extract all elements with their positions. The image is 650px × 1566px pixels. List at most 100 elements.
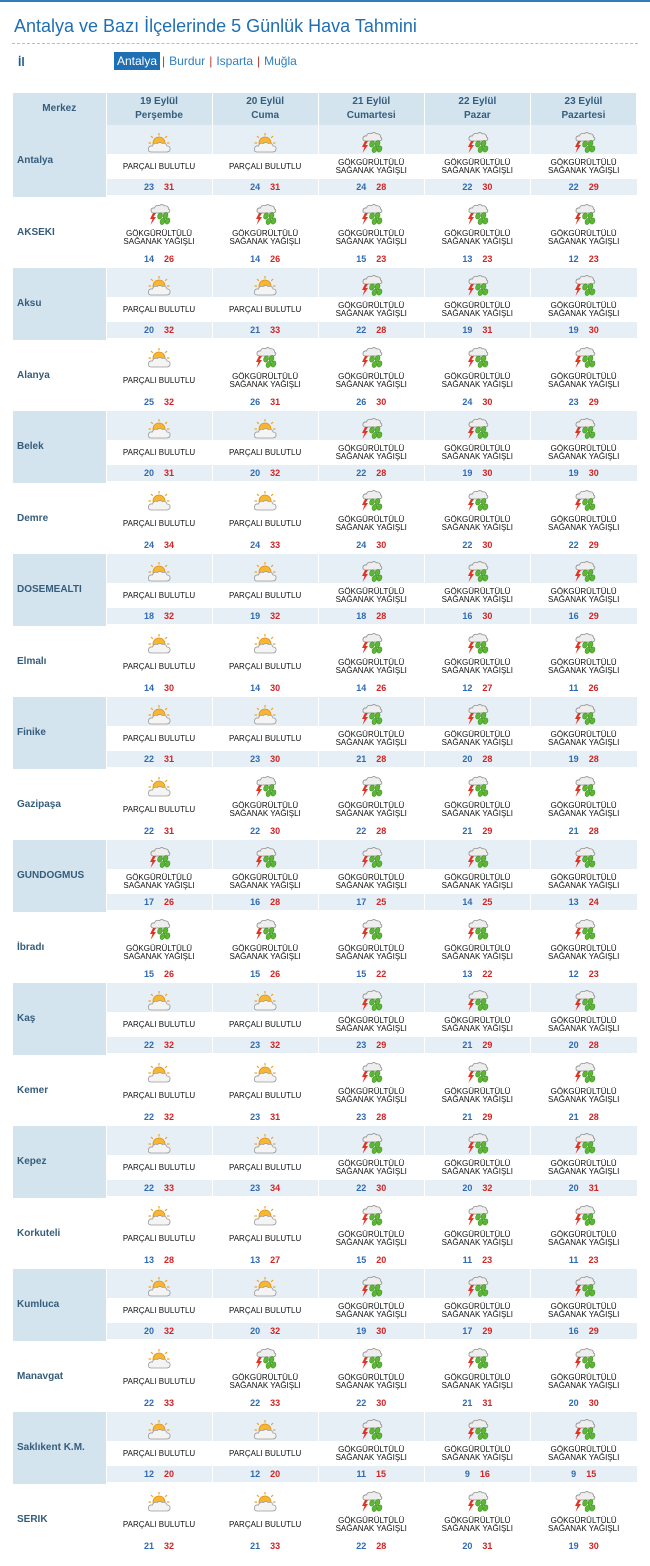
temp-min: 11 bbox=[462, 1254, 473, 1265]
temp-max: 22 bbox=[482, 968, 493, 979]
condition-text: GÖKGÜRÜLTÜLÜ SAĞANAK YAĞIŞLI bbox=[530, 1012, 637, 1037]
city-name: Kumluca bbox=[13, 1269, 107, 1341]
forecast-cell: PARÇALI BULUTLU 23 34 bbox=[211, 1126, 319, 1198]
forecast-cell-content: GÖKGÜRÜLTÜLÜ SAĞANAK YAĞIŞLI 13 23 bbox=[424, 196, 530, 269]
forecast-cell-content: GÖKGÜRÜLTÜLÜ SAĞANAK YAĞIŞLI 12 23 bbox=[530, 196, 637, 269]
condition-text: GÖKGÜRÜLTÜLÜ SAĞANAK YAĞIŞLI bbox=[424, 368, 530, 394]
temp-min: 17 bbox=[462, 1326, 473, 1336]
temperature-range: 20 31 bbox=[424, 1537, 530, 1554]
temp-max: 34 bbox=[164, 539, 175, 550]
condition-text: GÖKGÜRÜLTÜLÜ SAĞANAK YAĞIŞLI bbox=[424, 1226, 530, 1252]
thunderstorm-rain-icon bbox=[424, 554, 530, 583]
table-row: Korkuteli PARÇALI BULUTLU 13 28 PARÇALI BULU… bbox=[13, 1197, 637, 1270]
forecast-cell: GÖKGÜRÜLTÜLÜ SAĞANAK YAĞIŞLI 11 26 bbox=[529, 625, 637, 697]
condition-text: GÖKGÜRÜLTÜLÜ SAĞANAK YAĞIŞLI bbox=[530, 654, 637, 680]
temp-max: 30 bbox=[482, 182, 493, 192]
forecast-cell-content: GÖKGÜRÜLTÜLÜ SAĞANAK YAĞIŞLI 24 30 bbox=[318, 482, 424, 555]
temp-min: 11 bbox=[568, 682, 579, 693]
forecast-cell-content: PARÇALI BULUTLU 21 33 bbox=[212, 268, 318, 340]
forecast-cell-content: PARÇALI BULUTLU 20 32 bbox=[212, 411, 318, 483]
partly-cloudy-icon bbox=[106, 625, 212, 655]
forecast-cell-content: PARÇALI BULUTLU 22 31 bbox=[106, 697, 212, 769]
forecast-cell: GÖKGÜRÜLTÜLÜ SAĞANAK YAĞIŞLI 20 32 bbox=[423, 1126, 531, 1198]
temp-max: 30 bbox=[376, 1326, 387, 1336]
temp-min: 22 bbox=[356, 1540, 367, 1551]
header-date: 22 Eylül bbox=[458, 96, 497, 107]
condition-text: GÖKGÜRÜLTÜLÜ SAĞANAK YAĞIŞLI bbox=[106, 940, 212, 966]
temp-min: 13 bbox=[144, 1254, 155, 1265]
condition-text: PARÇALI BULUTLU bbox=[106, 1441, 212, 1466]
temp-max: 29 bbox=[482, 825, 493, 836]
forecast-cell: GÖKGÜRÜLTÜLÜ SAĞANAK YAĞIŞLI 15 20 bbox=[317, 1197, 425, 1269]
forecast-cell: GÖKGÜRÜLTÜLÜ SAĞANAK YAĞIŞLI 20 30 bbox=[529, 1340, 637, 1412]
temperature-range: 13 23 bbox=[424, 250, 530, 267]
forecast-cell: GÖKGÜRÜLTÜLÜ SAĞANAK YAĞIŞLI 22 30 bbox=[317, 1340, 425, 1412]
forecast-cell-content: PARÇALI BULUTLU 12 20 bbox=[106, 1412, 212, 1484]
table-row: Kumluca PARÇALI BULUTLU 20 32 PARÇALI BULUTL… bbox=[13, 1269, 637, 1341]
thunderstorm-rain-icon bbox=[530, 911, 637, 941]
header-date: 20 Eylül bbox=[246, 96, 285, 107]
condition-text: GÖKGÜRÜLTÜLÜ SAĞANAK YAĞIŞLI bbox=[212, 869, 318, 894]
temp-max: 26 bbox=[164, 968, 175, 979]
partly-cloudy-icon bbox=[106, 768, 212, 798]
forecast-cell: PARÇALI BULUTLU 23 31 bbox=[105, 125, 213, 197]
temperature-range: 15 22 bbox=[318, 965, 424, 982]
temp-max: 23 bbox=[588, 253, 599, 264]
forecast-cell-content: PARÇALI BULUTLU 18 32 bbox=[106, 554, 212, 626]
forecast-cell: GÖKGÜRÜLTÜLÜ SAĞANAK YAĞIŞLI 14 25 bbox=[423, 840, 531, 912]
province-link-3[interactable]: Muğla bbox=[264, 54, 297, 68]
thunderstorm-rain-icon bbox=[530, 1483, 637, 1513]
province-link-2[interactable]: Isparta bbox=[216, 54, 253, 68]
temp-max: 30 bbox=[376, 1397, 387, 1408]
temp-max: 29 bbox=[482, 1040, 493, 1050]
province-link-1[interactable]: Burdur bbox=[169, 54, 206, 68]
condition-text: GÖKGÜRÜLTÜLÜ SAĞANAK YAĞIŞLI bbox=[530, 368, 637, 394]
temp-max: 32 bbox=[270, 468, 281, 478]
temperature-range: 23 28 bbox=[318, 1108, 424, 1125]
condition-text: GÖKGÜRÜLTÜLÜ SAĞANAK YAĞIŞLI bbox=[530, 583, 637, 608]
thunderstorm-rain-icon bbox=[212, 196, 318, 226]
temp-min: 12 bbox=[462, 682, 473, 693]
forecast-cell-content: GÖKGÜRÜLTÜLÜ SAĞANAK YAĞIŞLI 15 23 bbox=[318, 196, 424, 269]
temp-max: 16 bbox=[479, 1469, 490, 1479]
temperature-range: 11 23 bbox=[530, 1251, 637, 1268]
forecast-cell: GÖKGÜRÜLTÜLÜ SAĞANAK YAĞIŞLI 21 28 bbox=[317, 697, 425, 769]
temperature-range: 23 31 bbox=[212, 1108, 318, 1125]
partly-cloudy-icon bbox=[106, 983, 212, 1012]
temp-min: 22 bbox=[144, 1111, 155, 1122]
condition-text: GÖKGÜRÜLTÜLÜ SAĞANAK YAĞIŞLI bbox=[530, 1441, 637, 1466]
forecast-cell: GÖKGÜRÜLTÜLÜ SAĞANAK YAĞIŞLI 26 31 bbox=[211, 339, 319, 411]
forecast-cell-content: PARÇALI BULUTLU 21 32 bbox=[106, 1483, 212, 1556]
condition-text: GÖKGÜRÜLTÜLÜ SAĞANAK YAĞIŞLI bbox=[530, 1083, 637, 1109]
forecast-cell-content: GÖKGÜRÜLTÜLÜ SAĞANAK YAĞIŞLI 19 30 bbox=[424, 411, 530, 483]
forecast-cell: PARÇALI BULUTLU 20 32 bbox=[105, 268, 213, 340]
province-link-0[interactable]: Antalya bbox=[114, 52, 161, 70]
temp-max: 33 bbox=[270, 1397, 281, 1408]
condition-text: GÖKGÜRÜLTÜLÜ SAĞANAK YAĞIŞLI bbox=[424, 940, 530, 966]
forecast-cell: GÖKGÜRÜLTÜLÜ SAĞANAK YAĞIŞLI 13 24 bbox=[529, 840, 637, 912]
forecast-cell-content: GÖKGÜRÜLTÜLÜ SAĞANAK YAĞIŞLI 22 28 bbox=[318, 268, 424, 340]
condition-text: PARÇALI BULUTLU bbox=[212, 1012, 318, 1037]
condition-text: GÖKGÜRÜLTÜLÜ SAĞANAK YAĞIŞLI bbox=[424, 1369, 530, 1395]
forecast-cell-content: GÖKGÜRÜLTÜLÜ SAĞANAK YAĞIŞLI 17 29 bbox=[424, 1269, 530, 1341]
forecast-cell: GÖKGÜRÜLTÜLÜ SAĞANAK YAĞIŞLI 17 25 bbox=[317, 840, 425, 912]
temperature-range: 23 29 bbox=[530, 393, 637, 410]
forecast-cell: PARÇALI BULUTLU 22 31 bbox=[105, 697, 213, 769]
condition-text: GÖKGÜRÜLTÜLÜ SAĞANAK YAĞIŞLI bbox=[212, 225, 318, 251]
temperature-range: 19 30 bbox=[530, 465, 637, 481]
temperature-range: 9 16 bbox=[424, 1466, 530, 1482]
temperature-range: 21 28 bbox=[530, 822, 637, 839]
forecast-cell-content: GÖKGÜRÜLTÜLÜ SAĞANAK YAĞIŞLI 21 29 bbox=[424, 983, 530, 1055]
temp-min: 22 bbox=[144, 1040, 155, 1050]
condition-text: GÖKGÜRÜLTÜLÜ SAĞANAK YAĞIŞLI bbox=[212, 940, 318, 966]
forecast-cell-content: GÖKGÜRÜLTÜLÜ SAĞANAK YAĞIŞLI 20 28 bbox=[530, 983, 637, 1055]
temp-max: 28 bbox=[588, 1111, 599, 1122]
temp-max: 32 bbox=[164, 1326, 175, 1336]
temp-min: 21 bbox=[462, 1111, 473, 1122]
condition-text: GÖKGÜRÜLTÜLÜ SAĞANAK YAĞIŞLI bbox=[530, 940, 637, 966]
temp-min: 22 bbox=[356, 1397, 367, 1408]
header-weekday: Perşembe bbox=[135, 110, 183, 121]
condition-text: PARÇALI BULUTLU bbox=[212, 1298, 318, 1323]
forecast-cell-content: GÖKGÜRÜLTÜLÜ SAĞANAK YAĞIŞLI 11 23 bbox=[530, 1197, 637, 1270]
partly-cloudy-icon bbox=[212, 1126, 318, 1155]
